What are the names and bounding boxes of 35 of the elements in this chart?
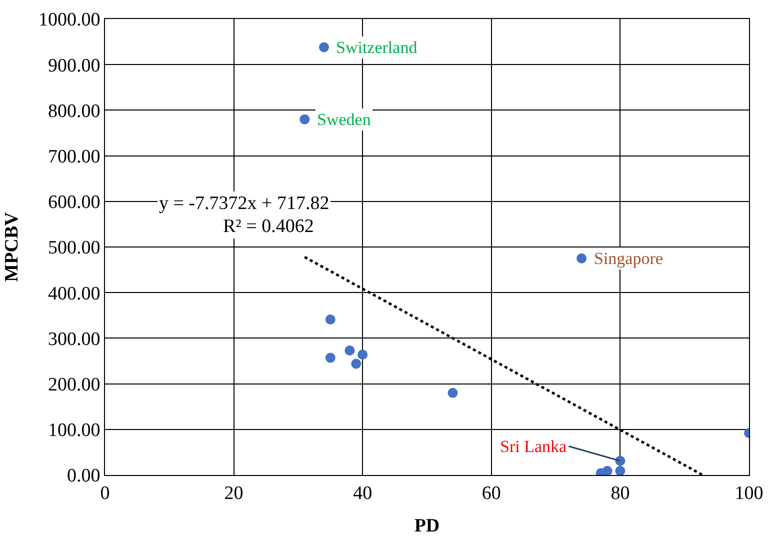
annotation: Sweden [317, 110, 372, 129]
annotation: Singapore [594, 249, 663, 268]
point [448, 388, 458, 398]
y-tick-label: 300.00 [48, 328, 100, 350]
y-tick-label: 100.00 [48, 420, 100, 442]
point [325, 314, 336, 324]
x-tick-label: 100 [734, 482, 764, 504]
x-axis-title: PD [414, 516, 440, 537]
x-tick-label: 40 [353, 482, 372, 504]
point [351, 358, 362, 369]
y-tick-label: 900.00 [48, 55, 100, 76]
point [344, 346, 355, 356]
annotation: R² = 0.4062 [223, 216, 314, 237]
annotation: Sri Lanka [500, 437, 568, 456]
x-tick-label: 60 [482, 482, 501, 504]
point [325, 352, 336, 363]
y-tick-label: 0.00 [66, 466, 100, 487]
point [318, 42, 329, 52]
annotation: y = -7.7372x + 717.82 [159, 193, 330, 214]
point [358, 350, 368, 360]
x-tick-label: 0 [100, 482, 110, 504]
y-tick-label: 200.00 [48, 374, 100, 396]
point [615, 466, 626, 475]
x-tick-label: 20 [224, 482, 244, 504]
y-tick-label: 1000.00 [38, 10, 100, 31]
y-tick-label: 800.00 [48, 100, 100, 122]
y-tick-label: 600.00 [48, 192, 100, 214]
point [300, 114, 310, 124]
y-tick-label: 400.00 [48, 283, 100, 304]
y-axis-title: MPCBV [1, 212, 22, 282]
y-tick-label: 700.00 [48, 146, 100, 168]
point [576, 253, 587, 264]
x-tick-label: 80 [610, 482, 630, 504]
y-tick-label: 500.00 [48, 238, 100, 259]
annotation: Switzerland [336, 38, 418, 57]
